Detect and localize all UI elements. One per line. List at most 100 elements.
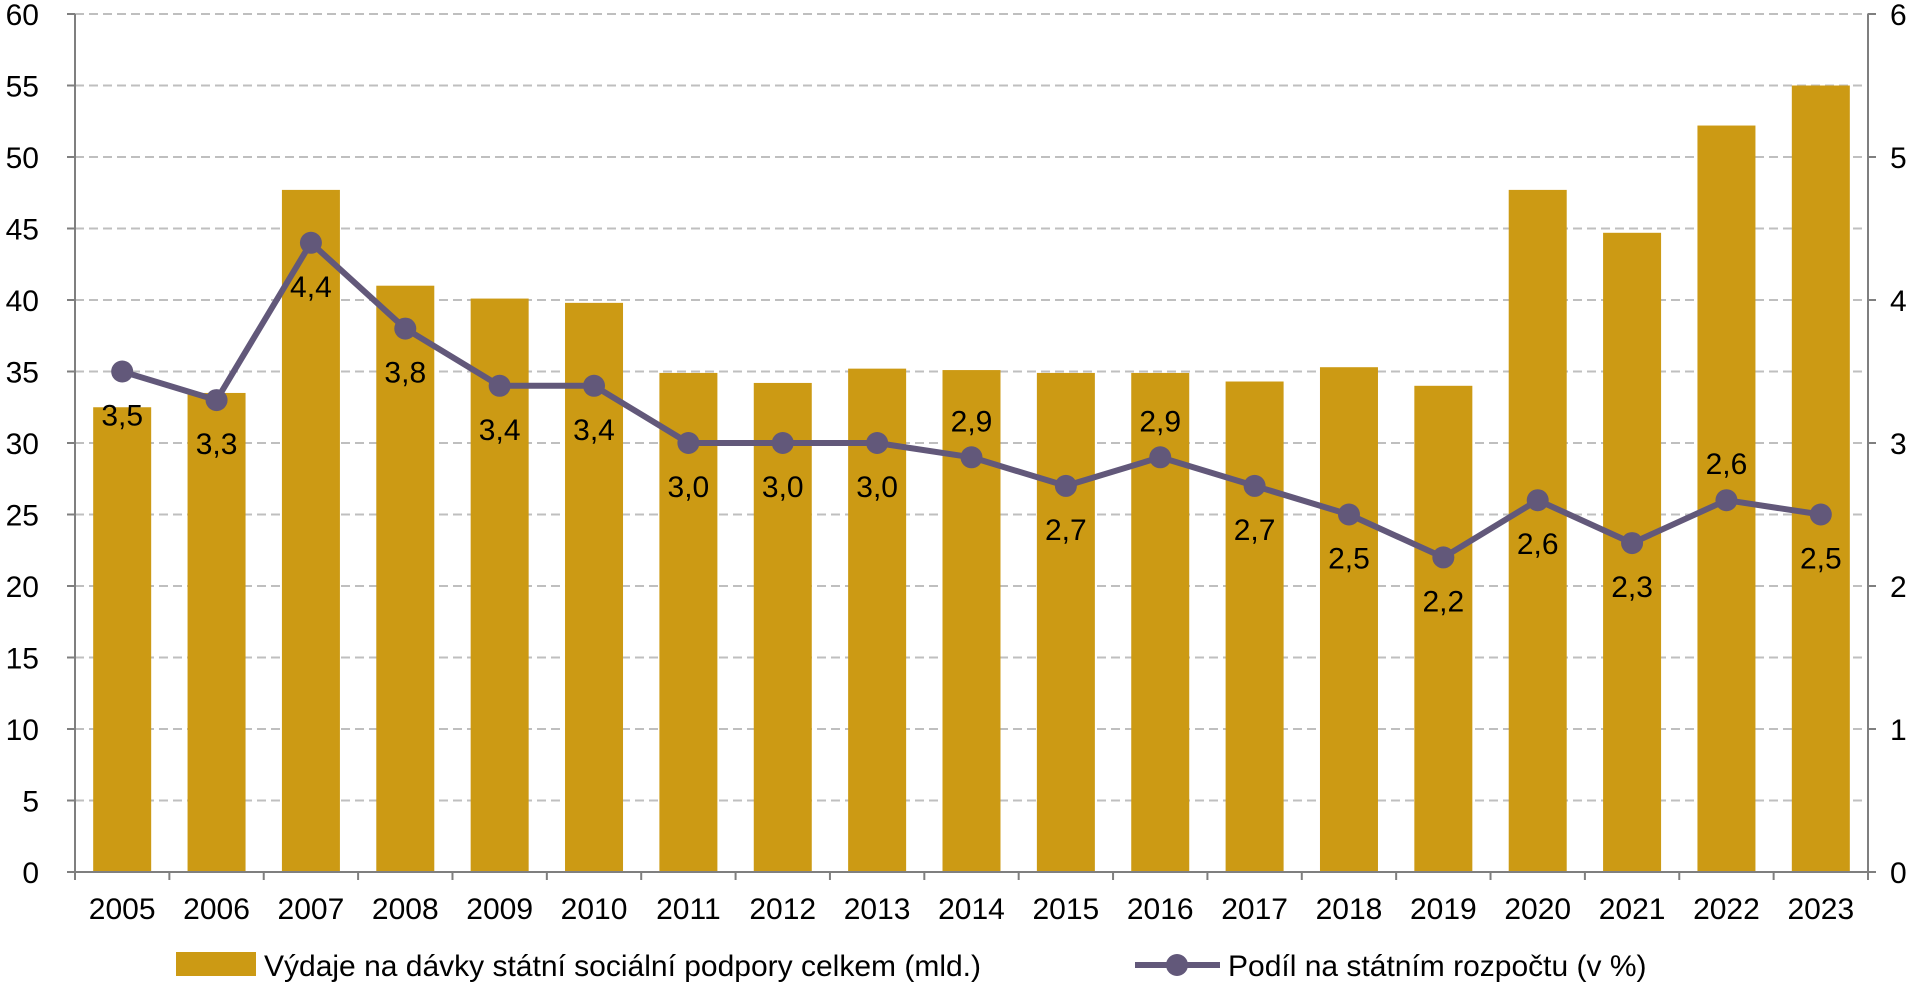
share-point-2011 — [677, 432, 700, 454]
bar-2012 — [753, 382, 812, 872]
x-tick-label-2009: 2009 — [466, 893, 533, 926]
right-tick-label: 2 — [1890, 571, 1907, 604]
left-tick-label: 40 — [6, 285, 39, 318]
left-tick-label: 45 — [6, 214, 39, 247]
share-label-2010: 3,4 — [573, 414, 615, 447]
share-label-2022: 2,6 — [1706, 448, 1748, 481]
share-label-2015: 2,7 — [1045, 514, 1087, 547]
bar-series — [93, 85, 1850, 873]
right-tick-label: 1 — [1890, 714, 1907, 747]
share-point-2017 — [1243, 474, 1266, 497]
bar-2015 — [1036, 372, 1095, 872]
share-point-2014 — [960, 446, 983, 469]
bar-2017 — [1225, 381, 1284, 872]
legend-label-line: Podíl na státním rozpočtu (v %) — [1228, 950, 1647, 983]
legend-label-bar: Výdaje na dávky státní sociální podpory … — [264, 950, 981, 983]
left-tick-label: 5 — [22, 786, 39, 819]
x-tick-label-2006: 2006 — [183, 893, 250, 926]
bar-2007 — [281, 189, 340, 872]
x-tick-label-2010: 2010 — [561, 893, 628, 926]
line-data-labels: 3,5 3,3 4,4 3,8 3,4 3,4 3,0 3,0 3,0 2,9 2,7 2,9 2,7 2… — [101, 271, 1841, 619]
left-tick-label: 10 — [6, 714, 39, 747]
legend: Výdaje na dávky státní sociální podpory … — [176, 950, 1647, 983]
share-label-2006: 3,3 — [196, 428, 238, 461]
x-tick-label-2020: 2020 — [1504, 893, 1571, 926]
share-point-2018 — [1337, 503, 1360, 526]
line-series — [111, 231, 1832, 569]
share-label-2019: 2,2 — [1422, 585, 1464, 618]
share-point-2022 — [1715, 489, 1738, 512]
legend-swatch-bar — [176, 952, 256, 976]
left-tick-label: 50 — [6, 142, 39, 175]
left-tick-label: 20 — [6, 571, 39, 604]
share-label-2012: 3,0 — [762, 471, 804, 504]
share-label-2009: 3,4 — [479, 414, 521, 447]
share-label-2020: 2,6 — [1517, 528, 1559, 561]
share-label-2017: 2,7 — [1234, 514, 1276, 547]
share-point-2023 — [1809, 503, 1832, 526]
share-label-2007: 4,4 — [290, 271, 332, 304]
share-label-2021: 2,3 — [1611, 571, 1653, 604]
left-tick-label: 25 — [6, 500, 39, 533]
share-point-2010 — [583, 374, 606, 397]
x-tick-label-2013: 2013 — [844, 893, 911, 926]
share-point-2007 — [299, 231, 322, 254]
share-point-2021 — [1621, 532, 1644, 555]
bar-2008 — [376, 285, 435, 872]
share-point-2008 — [394, 317, 417, 340]
share-point-2016 — [1149, 446, 1172, 469]
left-tick-label: 35 — [6, 357, 39, 390]
share-point-2013 — [866, 432, 889, 454]
x-tick-label-2008: 2008 — [372, 893, 439, 926]
bar-2020 — [1508, 189, 1567, 872]
x-tick-label-2011: 2011 — [656, 893, 721, 926]
x-tick-label-2005: 2005 — [89, 893, 156, 926]
bar-2006 — [187, 392, 246, 872]
left-tick-label: 55 — [6, 71, 39, 104]
left-tick-label: 15 — [6, 643, 39, 676]
share-point-2012 — [771, 432, 794, 454]
share-point-2006 — [205, 389, 228, 412]
left-tick-label: 0 — [22, 857, 39, 890]
bar-2023 — [1791, 85, 1850, 872]
x-tick-label-2017: 2017 — [1221, 893, 1288, 926]
x-tick-label-2014: 2014 — [938, 893, 1005, 926]
x-tick-label-2015: 2015 — [1032, 893, 1099, 926]
left-tick-label: 60 — [6, 0, 39, 32]
legend-swatch-marker — [1166, 954, 1188, 976]
bar-2011 — [659, 372, 718, 872]
share-label-2013: 3,0 — [856, 471, 898, 504]
share-label-2023: 2,5 — [1800, 543, 1842, 576]
bar-2005 — [93, 407, 152, 872]
share-point-2020 — [1526, 489, 1549, 512]
x-tick-label-2007: 2007 — [278, 893, 345, 926]
right-tick-label: 4 — [1890, 285, 1907, 318]
share-label-2016: 2,9 — [1139, 405, 1181, 438]
x-tick-label-2021: 2021 — [1599, 893, 1666, 926]
right-tick-label: 5 — [1890, 142, 1907, 175]
right-tick-label: 3 — [1890, 428, 1907, 461]
share-label-2018: 2,5 — [1328, 543, 1370, 576]
bar-2014 — [942, 370, 1001, 872]
x-tick-label-2016: 2016 — [1127, 893, 1194, 926]
x-tick-label-2019: 2019 — [1410, 893, 1477, 926]
left-tick-label: 30 — [6, 428, 39, 461]
x-tick-label-2023: 2023 — [1787, 893, 1854, 926]
x-tick-label-2022: 2022 — [1693, 893, 1760, 926]
right-tick-label: 6 — [1890, 0, 1907, 32]
share-label-2011: 3,0 — [668, 471, 710, 504]
x-tick-label-2018: 2018 — [1316, 893, 1383, 926]
share-label-2014: 2,9 — [951, 405, 993, 438]
share-point-2009 — [488, 374, 511, 397]
x-tick-label-2012: 2012 — [749, 893, 816, 926]
bar-2018 — [1319, 367, 1378, 872]
right-tick-label: 0 — [1890, 857, 1907, 890]
share-point-2019 — [1432, 546, 1455, 569]
share-label-2005: 3,5 — [101, 400, 143, 433]
bar-2019 — [1414, 385, 1473, 872]
share-point-2015 — [1054, 474, 1077, 497]
share-label-2008: 3,8 — [384, 357, 426, 390]
share-point-2005 — [111, 360, 134, 383]
